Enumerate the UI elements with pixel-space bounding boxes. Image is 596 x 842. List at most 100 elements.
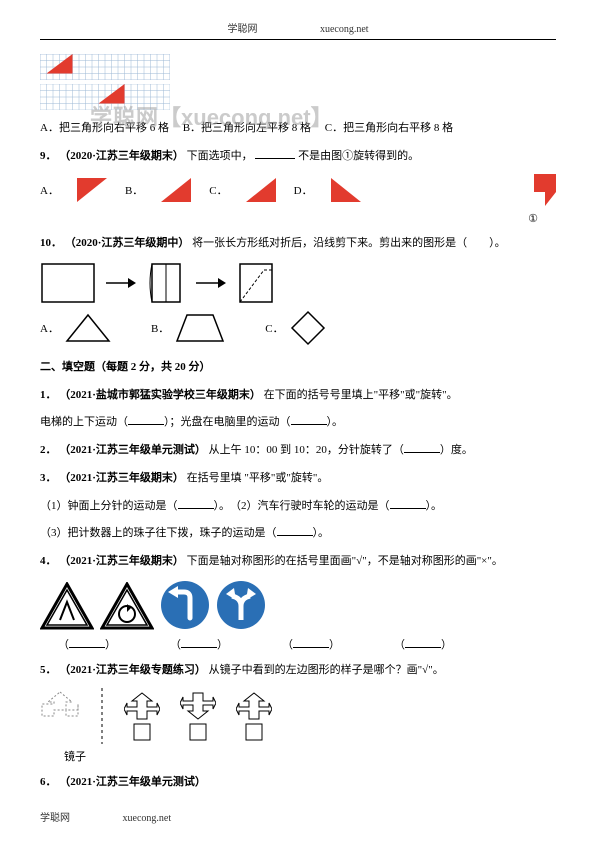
f2-blank — [404, 441, 440, 453]
box-3-icon — [245, 723, 263, 741]
box-1-icon — [133, 723, 151, 741]
f4-br4: ） — [441, 639, 452, 651]
f1-line2: 电梯的上下运动（）；光盘在电脑里的运动（）。 — [40, 413, 556, 432]
f1-l2b: ）；光盘在电脑里的运动（ — [164, 416, 291, 428]
f5-diagram — [40, 688, 556, 744]
arrow-opt-2-icon — [180, 691, 216, 721]
header-site-url: xuecong.net — [320, 24, 369, 35]
q9-num: 9． — [40, 150, 57, 162]
mirror-line-icon — [100, 688, 104, 744]
f4-bl3: （ — [282, 639, 293, 651]
q9-options: A． B． C． D． — [40, 174, 556, 206]
f3-s2a: （3）把计数器上的珠子往下拨，珠子的运动是（ — [40, 527, 277, 539]
f4-src: （2021·江苏三年级期末） — [59, 555, 184, 567]
warning-triangle-a-icon — [40, 582, 94, 630]
f3-blank2 — [390, 497, 426, 509]
f2-text1: 从上午 10：00 到 10：20，分针旋转了（ — [209, 444, 404, 456]
f1-stem: 1． （2021·盐城市郭猛实验学校三年级期末） 在下面的括号号里填上"平移"或… — [40, 386, 556, 405]
q9-B: B． — [125, 182, 143, 198]
f4-br2: ） — [217, 639, 228, 651]
q9-A: A． — [40, 182, 59, 198]
f4-bl1: （ — [58, 639, 69, 651]
q9-text2: 不是由图①旋转得到的。 — [298, 150, 419, 162]
f4-blanks: （） （） （） （） — [58, 636, 556, 652]
f3-sub1: （1）钟面上分针的运动是（ ）。 （2）汽车行驶时车轮的运动是（ ）。 — [40, 497, 556, 516]
blue-circle-left-icon — [160, 580, 210, 630]
q10-shape-a — [65, 313, 111, 343]
section2-title: 二、填空题（每题 2 分，共 20 分） — [40, 358, 556, 377]
q10-shape-c — [290, 310, 326, 346]
f4-stem: 4． （2021·江苏三年级期末） 下面是轴对称图形的在括号里面画"√"，不是轴… — [40, 552, 556, 571]
f4-text: 下面是轴对称图形的在括号里面画"√"，不是轴对称图形的画"×"。 — [187, 555, 503, 567]
f5-num: 5． — [40, 664, 57, 676]
f6-num: 6． — [40, 776, 57, 788]
f3-blank1 — [178, 497, 214, 509]
arrow-opt-3-icon — [236, 691, 272, 721]
f5-mirror-label: 镜子 — [64, 748, 556, 764]
blue-circle-split-icon — [216, 580, 266, 630]
q10-A: A． — [40, 320, 59, 336]
f1-l2c: ）。 — [327, 416, 344, 428]
page-footer: 学聪网 xuecong.net — [40, 809, 221, 824]
q8-opt-c: C．把三角形向右平移 8 格 — [325, 122, 453, 134]
header-site-cn: 学聪网 — [227, 24, 257, 35]
f3-src: （2021·江苏三年级期末） — [59, 472, 184, 484]
q9-shape-a — [77, 178, 107, 202]
f5-src: （2021·江苏三年级专题练习） — [59, 664, 206, 676]
f4-blank2 — [181, 636, 217, 648]
q8-opt-b: B．把三角形向左平移 8 格 — [183, 122, 311, 134]
f1-num: 1． — [40, 389, 57, 401]
f3-stem: 3． （2021·江苏三年级期末） 在括号里填 "平移"或"旋转"。 — [40, 469, 556, 488]
f3-s1a: （1）钟面上分针的运动是（ — [40, 500, 178, 512]
q8-grid-bottom — [40, 84, 556, 110]
f3-text: 在括号里填 "平移"或"旋转"。 — [187, 472, 329, 484]
q9-text1: 下面选项中， — [187, 150, 253, 162]
f2-src: （2021·江苏三年级单元测试） — [59, 444, 206, 456]
q9-shape-ref — [534, 174, 556, 206]
footer-cn: 学聪网 — [40, 813, 70, 824]
warning-triangle-b-icon — [100, 582, 154, 630]
f2-num: 2． — [40, 444, 57, 456]
q9-shape-c — [246, 178, 276, 202]
q10-shape-b — [175, 313, 225, 343]
q10-options: A． B． C． — [40, 310, 556, 346]
q8-opt-a: A．把三角形向右平移 6 格 — [40, 122, 169, 134]
f3-blank3 — [277, 524, 313, 536]
q10-diagram — [40, 262, 556, 304]
arrow-shape-left-icon — [40, 690, 80, 742]
f3-s2b: ）。 — [313, 527, 330, 539]
f4-num: 4． — [40, 555, 57, 567]
q9-ref-label: ① — [40, 212, 556, 225]
f4-bl2: （ — [170, 639, 181, 651]
f1-blank2 — [291, 413, 327, 425]
f1-src: （2021·盐城市郭猛实验学校三年级期末） — [59, 389, 261, 401]
f2-text2: ）度。 — [440, 444, 473, 456]
q9-src: （2020·江苏三年级期末） — [59, 150, 184, 162]
q9-D: D． — [294, 182, 313, 198]
f3-s1b: ）。 （2）汽车行驶时车轮的运动是（ — [214, 500, 390, 512]
f5-text: 从镜子中看到的左边图形的样子是哪个？画"√"。 — [209, 664, 444, 676]
q9-shape-d — [331, 178, 361, 202]
f4-br1: ） — [105, 639, 116, 651]
f3-s1c: ）。 — [426, 500, 443, 512]
q9-shape-b — [161, 178, 191, 202]
q10-src: （2020·江苏三年级期中） — [65, 237, 190, 249]
q9-C: C． — [209, 182, 227, 198]
box-2-icon — [189, 723, 207, 741]
f4-icons — [40, 580, 556, 630]
footer-url: xuecong.net — [123, 813, 172, 824]
f1-text: 在下面的括号号里填上"平移"或"旋转"。 — [264, 389, 458, 401]
q10-num: 10． — [40, 237, 62, 249]
q10-C: C． — [265, 320, 283, 336]
q10-stem: 10． （2020·江苏三年级期中） 将一张长方形纸对折后，沿线剪下来。剪出来的… — [40, 234, 556, 253]
header-rule — [40, 39, 556, 40]
q8-grid-top — [40, 54, 556, 80]
f4-bl4: （ — [394, 639, 405, 651]
q10-B: B． — [151, 320, 169, 336]
f2-stem: 2． （2021·江苏三年级单元测试） 从上午 10：00 到 10：20，分针… — [40, 441, 556, 460]
f4-blank4 — [405, 636, 441, 648]
f6-stem: 6． （2021·江苏三年级单元测试） — [40, 773, 556, 792]
q9-blank — [255, 147, 295, 159]
f4-blank1 — [69, 636, 105, 648]
f3-num: 3． — [40, 472, 57, 484]
